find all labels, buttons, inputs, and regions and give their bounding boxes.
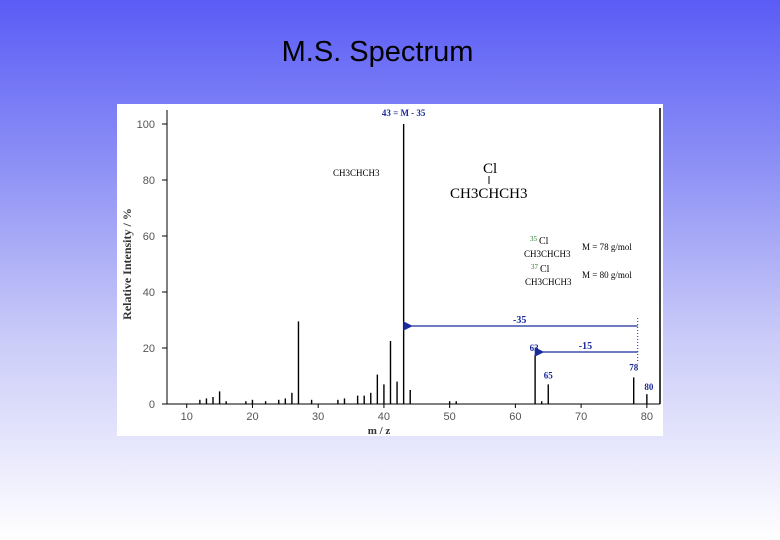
peak-label-80: 80 [644,382,654,392]
x-tick-label: 30 [312,411,324,423]
isotope1-molar-mass: M = 78 g/mol [582,242,632,252]
loss-label-minus15: -15 [579,341,592,352]
y-tick-label: 80 [143,175,155,187]
peak-label-63: 63 [530,343,540,353]
loss-label-minus35: -35 [513,315,526,326]
molecule-substituent: Cl [483,161,497,177]
peak-label-65: 65 [544,370,554,380]
peaks-group [199,124,648,404]
loss-arrows-group: -35 -15 [403,315,639,364]
y-tick-label: 20 [143,343,155,355]
peak-label-43: 43 = M - 35 [382,108,426,118]
x-tick-label: 70 [575,411,587,423]
peak-label-78: 78 [629,362,639,372]
x-tick-label: 50 [444,411,456,423]
isotope2-mass: 37 [531,263,539,271]
mass-spectrum-chart: 10 20 30 40 50 60 70 80 0 20 40 60 80 100 43 = M - 3… [117,104,663,436]
isotope2-molar-mass: M = 80 g/mol [582,270,632,280]
spectrum-svg: 10 20 30 40 50 60 70 80 0 20 40 60 80 100 43 = M - 3… [120,108,661,436]
isotope2-formula: CH3CHCH3 [525,277,572,287]
slide-title: M.S. Spectrum [281,36,474,68]
y-tick-label: 40 [143,287,155,299]
y-tick-label: 100 [137,119,155,131]
y-tick-label: 0 [149,399,155,411]
y-tick-label: 60 [143,231,155,243]
x-tick-label: 10 [181,411,193,423]
y-ticks-group: 0 20 40 60 80 100 [137,119,167,411]
molecule-formula: CH3CHCH3 [450,186,528,202]
x-tick-label: 80 [641,411,653,423]
isotope1-atom: Cl [539,236,549,247]
x-tick-label: 40 [378,411,390,423]
peak-labels-group: 43 = M - 35 63 65 78 80 [382,108,654,392]
y-axis-title: Relative Intensity / % [120,208,134,320]
fragment-formula: CH3CHCH3 [333,168,380,178]
isotope2-atom: Cl [540,264,550,275]
isotope1-formula: CH3CHCH3 [524,249,571,259]
isotope1-mass: 35 [530,235,538,243]
x-tick-label: 60 [509,411,521,423]
x-ticks-group: 10 20 30 40 50 60 70 80 [181,404,653,423]
x-tick-label: 20 [246,411,258,423]
x-axis-title: m / z [368,425,391,436]
